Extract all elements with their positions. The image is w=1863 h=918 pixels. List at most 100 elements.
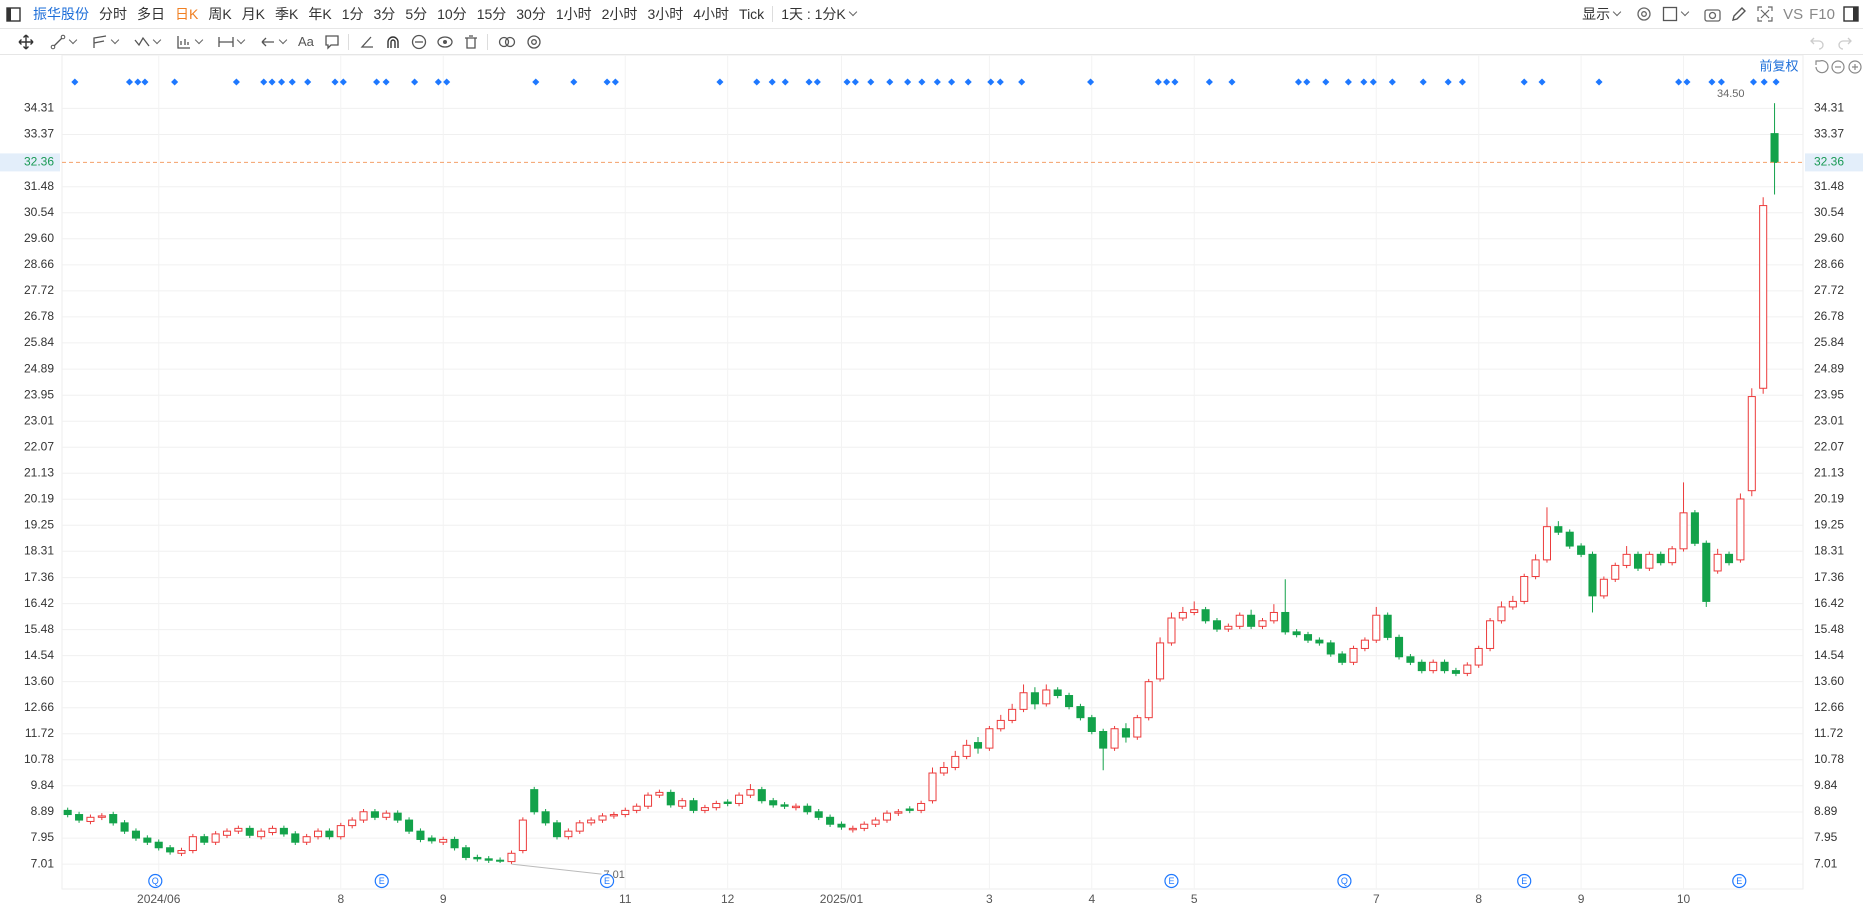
period-tab[interactable]: 30分 xyxy=(516,6,546,22)
event-marker xyxy=(268,78,276,86)
period-tab[interactable]: 5分 xyxy=(405,6,428,22)
fullscreen-icon[interactable] xyxy=(1757,6,1773,22)
candle-body xyxy=(496,859,505,862)
y-tick-label: 22.07 xyxy=(24,439,54,453)
period-tab[interactable]: 3小时 xyxy=(647,6,684,22)
x-tick-label: 9 xyxy=(1578,892,1585,906)
period-tab[interactable]: 多日 xyxy=(137,6,165,22)
period-tab[interactable]: 季K xyxy=(275,6,299,22)
undo-button[interactable] xyxy=(1809,34,1825,50)
y-tick-label: 24.89 xyxy=(24,361,54,375)
candle-body xyxy=(427,837,436,842)
wave-tool[interactable] xyxy=(134,34,150,50)
candle-body xyxy=(86,816,95,822)
tool-settings[interactable] xyxy=(526,34,542,50)
candle-body xyxy=(632,805,641,811)
measure-tool[interactable] xyxy=(218,34,234,50)
period-tab[interactable]: 分时 xyxy=(99,6,127,22)
period-tab[interactable]: 10分 xyxy=(437,6,467,22)
period-tab[interactable]: 1分 xyxy=(341,6,364,22)
period-tab[interactable]: 日K xyxy=(175,6,199,22)
candle-body xyxy=(291,833,300,843)
candle-body xyxy=(1633,553,1643,569)
redo-button[interactable] xyxy=(1837,34,1853,50)
camera-icon[interactable] xyxy=(1704,7,1721,22)
hide-tool[interactable] xyxy=(437,34,453,50)
move-tool[interactable] xyxy=(18,34,34,50)
period-tab[interactable]: 2小时 xyxy=(601,6,638,22)
candle-body xyxy=(1167,617,1176,644)
layout-icon[interactable] xyxy=(1662,6,1678,22)
zoom-out[interactable] xyxy=(1831,60,1845,74)
settings-icon[interactable] xyxy=(1636,6,1652,22)
fib-tool[interactable] xyxy=(176,34,192,50)
f10-button[interactable]: F10 xyxy=(1809,5,1835,23)
event-badge-label: E xyxy=(1521,876,1527,886)
comment-tool[interactable] xyxy=(324,34,340,50)
candle-body xyxy=(712,802,721,809)
candle-body xyxy=(325,830,334,838)
zoom-in[interactable] xyxy=(1848,60,1862,74)
arrow-tool[interactable] xyxy=(260,34,276,50)
drawing-toolbar: Aa xyxy=(0,29,1863,55)
y-tick-label-right: 7.95 xyxy=(1814,830,1838,844)
compare-tool[interactable] xyxy=(498,34,516,50)
event-marker xyxy=(331,78,339,86)
candle-body xyxy=(1144,681,1153,719)
period-tab[interactable]: 4小时 xyxy=(693,6,730,22)
symbol[interactable]: 振华股份 xyxy=(33,6,89,22)
event-marker xyxy=(996,78,1004,86)
candle-body xyxy=(962,744,971,757)
event-badge-label: E xyxy=(379,876,385,886)
candle-body xyxy=(939,766,948,774)
display-menu[interactable]: 显示 xyxy=(1582,6,1611,22)
chevron xyxy=(68,35,78,44)
channel-tool[interactable] xyxy=(92,34,108,50)
event-marker xyxy=(1520,78,1528,86)
candle-body xyxy=(234,827,243,832)
plot-frame xyxy=(61,55,1804,890)
candle-body xyxy=(1372,614,1381,641)
candle-body xyxy=(1451,670,1460,674)
event-marker xyxy=(232,78,240,86)
x-tick-label: 5 xyxy=(1191,892,1198,906)
delete-tool[interactable] xyxy=(463,34,479,50)
pen-icon[interactable] xyxy=(1731,6,1747,22)
event-marker xyxy=(1538,78,1546,86)
adjust-label[interactable]: 前复权 xyxy=(1759,58,1798,73)
chart: 前复权 7.01 7.01 7.95 7.95 8.89 8.89 9.84 9.84 10.7… xyxy=(0,55,1863,906)
candle-body xyxy=(1497,606,1506,622)
event-marker xyxy=(813,78,821,86)
candle-body xyxy=(985,728,994,749)
candle-body xyxy=(575,822,584,832)
x-tick-label: 10 xyxy=(1677,892,1691,906)
y-tick-label-right: 15.48 xyxy=(1814,622,1844,636)
candle-body xyxy=(598,815,607,821)
event-badge xyxy=(599,873,615,889)
undo-zoom[interactable] xyxy=(1815,60,1829,74)
period-tab[interactable]: 月K xyxy=(241,6,266,22)
period-tab[interactable]: 3分 xyxy=(373,6,396,22)
period-tab[interactable]: Tick xyxy=(739,6,765,22)
period-tab[interactable]: 1小时 xyxy=(555,6,592,22)
magnet-tool[interactable] xyxy=(385,34,401,50)
lock-tool[interactable] xyxy=(411,34,427,50)
period-tab[interactable]: 周K xyxy=(208,6,232,22)
period-tab[interactable]: 年K xyxy=(308,6,332,22)
x-tick-label: 3 xyxy=(986,892,993,906)
sidebar-toggle[interactable] xyxy=(6,6,21,22)
chevron xyxy=(152,35,162,44)
y-tick-label: 23.95 xyxy=(24,387,54,401)
candle-body xyxy=(1099,731,1108,749)
line-tool[interactable] xyxy=(50,34,66,50)
angle-tool[interactable] xyxy=(359,34,375,50)
y-tick-label-right: 18.31 xyxy=(1814,543,1844,557)
panel-icon[interactable] xyxy=(1843,6,1859,22)
candle-body xyxy=(1121,728,1130,738)
vs-button[interactable]: VS xyxy=(1783,5,1804,23)
candle-body xyxy=(1554,526,1563,533)
text-tool[interactable]: Aa xyxy=(298,34,314,49)
period-tab[interactable]: 15分 xyxy=(476,6,507,22)
candle-body xyxy=(154,841,163,849)
interval-select[interactable]: 1天 : 1分K xyxy=(781,6,846,22)
